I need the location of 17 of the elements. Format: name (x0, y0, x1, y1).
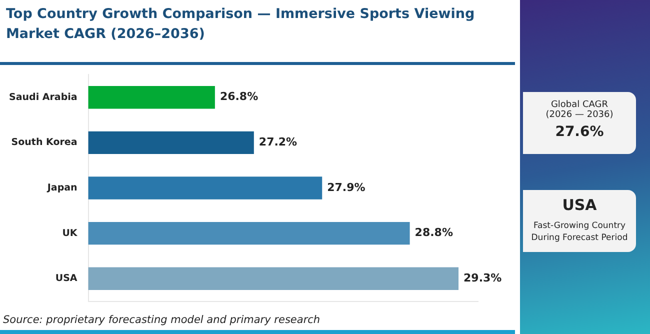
data-label: 27.9% (327, 180, 366, 194)
y-tick-label: UK (62, 228, 78, 239)
data-label: 27.2% (258, 136, 298, 149)
data-label: 29.3% (464, 272, 502, 284)
chart-title: Top Country Growth Comparison — Immersive Sports Viewing Market CAGR (2026–2036) (6, 5, 476, 44)
text: USA (561, 196, 598, 214)
y-tick-label: South Korea (11, 137, 78, 148)
data-label: 26.8% (220, 90, 258, 104)
text: Global CAGR (550, 100, 610, 110)
source-note: Source: proprietary forecasting model and primary research (3, 314, 320, 326)
text: Fast-Growing Country During Forecast Period (530, 220, 629, 244)
y-tick-label: Japan (46, 182, 78, 194)
text: (2026 — 2036) (544, 110, 614, 120)
text: 27.6% (554, 124, 605, 140)
data-label: 28.8% (414, 226, 453, 240)
y-tick-label: USA (55, 273, 78, 284)
y-tick-label: Saudi Arabia (9, 92, 78, 103)
